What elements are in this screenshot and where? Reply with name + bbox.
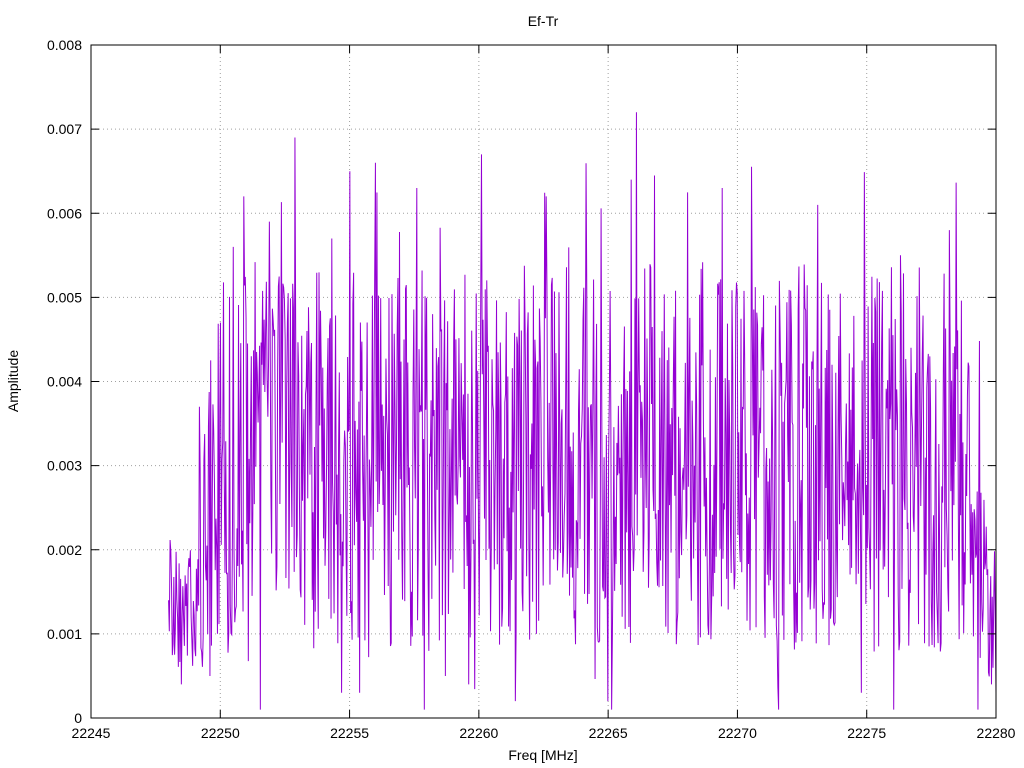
x-tick-label: 22245 (72, 725, 111, 741)
series-layer (168, 112, 997, 710)
x-tick-label: 22270 (718, 725, 757, 741)
ticks (90, 44, 997, 719)
x-tick-label: 22275 (847, 725, 886, 741)
x-axis-title: Freq [MHz] (508, 747, 577, 763)
y-tick-label: 0.008 (47, 37, 82, 53)
y-tick-label: 0.007 (47, 121, 82, 137)
y-tick-label: 0.004 (47, 374, 82, 390)
x-tick-label: 22260 (459, 725, 498, 741)
x-tick-label: 22250 (201, 725, 240, 741)
y-tick-label: 0.002 (47, 542, 82, 558)
grid (91, 45, 996, 718)
y-tick-label: 0.003 (47, 458, 82, 474)
series-line (168, 112, 997, 710)
y-tick-label: 0.006 (47, 205, 82, 221)
x-tick-label: 22255 (330, 725, 369, 741)
y-tick-label: 0.005 (47, 289, 82, 305)
tick-labels: 22245 22250 22255 22260 22265 22270 22275 22280… (47, 37, 1016, 741)
chart-title: Ef-Tr (528, 13, 559, 29)
x-tick-label: 22265 (589, 725, 628, 741)
y-axis-title: Amplitude (5, 350, 21, 412)
y-tick-label: 0 (74, 710, 82, 726)
x-tick-label: 22280 (977, 725, 1016, 741)
y-tick-label: 0.001 (47, 626, 82, 642)
